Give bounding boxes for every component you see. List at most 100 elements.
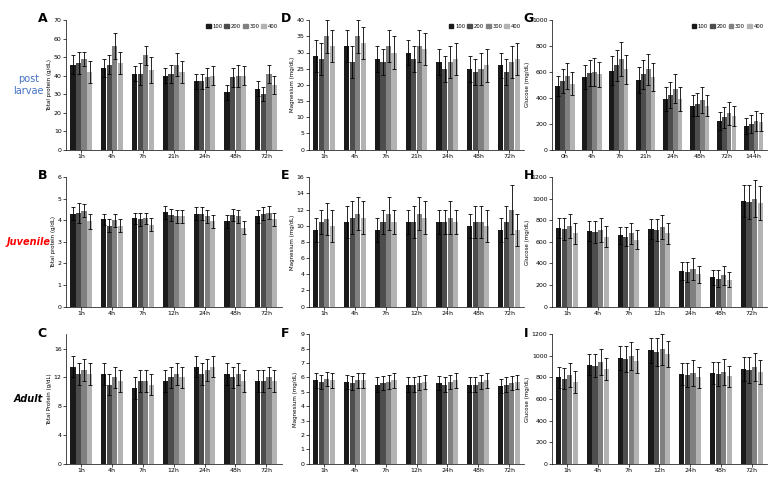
Bar <box>583 77 587 150</box>
Bar <box>324 36 329 150</box>
Bar <box>417 46 422 150</box>
Bar <box>592 232 598 306</box>
Bar <box>565 76 570 150</box>
Bar <box>107 65 112 150</box>
Bar <box>680 271 684 306</box>
Bar <box>230 78 235 150</box>
Bar <box>556 228 561 306</box>
Bar <box>241 381 246 464</box>
Bar <box>330 381 335 464</box>
Bar <box>319 382 324 464</box>
Y-axis label: Total Protein (g/dL): Total Protein (g/dL) <box>46 373 52 425</box>
Bar <box>381 383 385 464</box>
Bar <box>478 69 484 150</box>
Bar <box>758 203 763 306</box>
Bar <box>722 372 726 464</box>
Bar <box>149 385 153 464</box>
Bar <box>504 222 509 306</box>
Bar <box>598 230 603 306</box>
Y-axis label: Magnesium (mg/dL): Magnesium (mg/dL) <box>294 371 298 426</box>
Bar <box>71 65 75 150</box>
Bar <box>255 216 260 306</box>
Y-axis label: Magnesium (mg/dL): Magnesium (mg/dL) <box>290 57 294 112</box>
Bar <box>442 69 447 150</box>
Bar <box>210 221 215 306</box>
Bar <box>412 385 416 464</box>
Bar <box>350 383 355 464</box>
Bar <box>498 386 503 464</box>
Legend: 100, 200, 300, 400: 100, 200, 300, 400 <box>691 23 765 30</box>
Bar <box>649 229 653 306</box>
Bar <box>484 381 489 464</box>
Bar <box>562 229 567 306</box>
Bar <box>515 382 520 464</box>
Bar <box>484 226 489 306</box>
Bar <box>722 117 727 150</box>
Bar <box>87 374 92 464</box>
Bar <box>112 377 118 464</box>
Bar <box>504 72 509 150</box>
Bar <box>194 367 199 464</box>
Bar <box>567 375 572 464</box>
Bar <box>654 352 660 464</box>
Bar <box>759 122 763 150</box>
Bar <box>112 46 118 150</box>
Bar <box>705 105 709 150</box>
Bar <box>87 72 92 150</box>
Bar <box>313 56 319 150</box>
Bar <box>641 75 646 150</box>
Bar <box>746 202 752 306</box>
Bar <box>355 36 360 150</box>
Bar <box>225 374 229 464</box>
Bar <box>267 74 271 150</box>
Bar <box>691 105 695 150</box>
Bar <box>592 365 598 464</box>
Bar <box>715 374 721 464</box>
Bar <box>81 211 87 306</box>
Bar <box>695 104 700 150</box>
Bar <box>360 43 366 150</box>
Bar <box>324 379 329 464</box>
Text: Adult: Adult <box>14 394 43 404</box>
Bar <box>194 81 199 150</box>
Text: E: E <box>281 169 289 182</box>
Bar <box>587 231 592 306</box>
Bar <box>442 385 447 464</box>
Bar <box>710 278 715 306</box>
Bar <box>210 367 215 464</box>
Bar <box>272 85 277 150</box>
Bar <box>498 230 503 306</box>
Bar <box>261 381 266 464</box>
Bar <box>355 381 360 464</box>
Bar <box>405 385 411 464</box>
Bar <box>629 356 634 464</box>
Bar <box>405 52 411 150</box>
Bar <box>350 218 355 306</box>
Bar <box>722 275 726 306</box>
Bar <box>272 219 277 306</box>
Bar <box>654 230 660 306</box>
Bar <box>473 385 478 464</box>
Bar <box>102 374 106 464</box>
Bar <box>236 76 241 150</box>
Y-axis label: Total protein (g/dL): Total protein (g/dL) <box>50 216 56 268</box>
Bar <box>76 213 81 306</box>
Bar <box>344 46 350 150</box>
Bar <box>515 59 520 150</box>
Bar <box>678 99 683 150</box>
Bar <box>360 381 366 464</box>
Bar <box>199 214 205 306</box>
Bar <box>453 222 458 306</box>
Bar <box>604 369 608 464</box>
Bar <box>330 46 335 150</box>
Bar <box>696 274 701 306</box>
Text: A: A <box>38 13 47 25</box>
Bar <box>478 382 484 464</box>
Bar <box>137 381 143 464</box>
Bar <box>710 373 715 464</box>
Bar <box>417 214 422 306</box>
Bar <box>509 383 515 464</box>
Bar <box>381 222 385 306</box>
Bar <box>313 230 319 306</box>
Bar <box>319 222 324 306</box>
